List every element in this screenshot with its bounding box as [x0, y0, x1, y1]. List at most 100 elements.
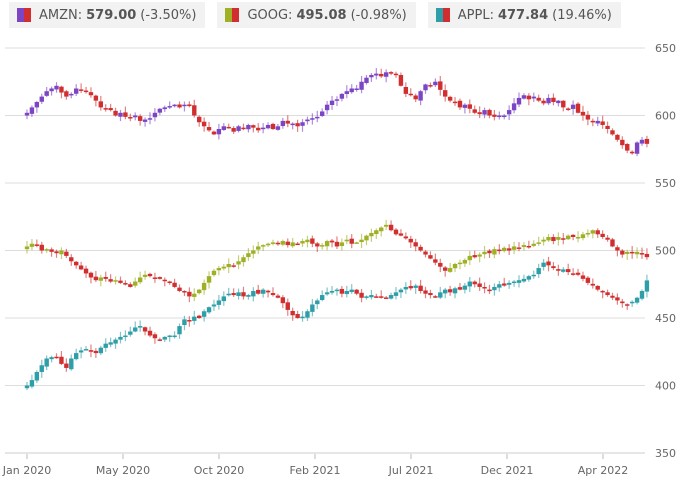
candle-body: [88, 272, 94, 278]
candle: [241, 286, 246, 300]
candle-body: [231, 293, 236, 296]
candle: [398, 72, 404, 87]
candle-body: [221, 296, 226, 302]
candle-body: [620, 301, 625, 304]
candle: [162, 105, 167, 112]
candle-body: [447, 289, 453, 293]
legend-value: 495.08: [296, 7, 347, 23]
candle-body: [197, 116, 202, 123]
candle-body: [285, 120, 290, 124]
candle: [231, 262, 236, 268]
candle: [556, 99, 561, 107]
candle: [103, 104, 108, 112]
candle-body: [629, 151, 635, 154]
candle: [610, 128, 615, 136]
candle-body: [561, 100, 566, 108]
candle: [162, 336, 167, 343]
candle-body: [467, 281, 472, 287]
candle-body: [556, 269, 561, 271]
candle-body: [334, 99, 340, 101]
candle-body: [211, 270, 217, 276]
candle: [531, 240, 536, 248]
candle: [521, 274, 527, 283]
candle-body: [379, 73, 384, 77]
candle-body: [625, 304, 630, 306]
candle-body: [344, 239, 349, 242]
candle: [393, 287, 399, 300]
candle: [546, 233, 551, 242]
candle: [270, 287, 276, 297]
candle: [98, 95, 103, 111]
candle-body: [334, 241, 340, 247]
candle-body: [398, 233, 404, 236]
candle-body: [556, 237, 561, 240]
candle-body: [285, 302, 290, 310]
candle: [64, 89, 69, 100]
candle-body: [108, 279, 113, 282]
candle-body: [241, 127, 246, 130]
candle: [24, 382, 30, 391]
legend-item-goog[interactable]: GOOG: 495.08 (-0.98%): [217, 2, 416, 28]
candle-body: [162, 107, 167, 110]
candle-body: [201, 121, 207, 127]
legend: AMZN: 579.00 (-3.50%) GOOG: 495.08 (-0.9…: [9, 2, 621, 28]
candle: [226, 287, 231, 297]
candle: [59, 247, 64, 260]
candle: [516, 92, 522, 108]
candle: [413, 283, 418, 294]
candle-body: [551, 266, 556, 269]
candle-body: [133, 327, 138, 332]
candle-body: [477, 254, 482, 257]
candle-body: [113, 339, 118, 344]
candle-body: [452, 264, 458, 269]
candle: [383, 69, 389, 83]
candle: [226, 258, 231, 274]
x-tick-label: Oct 2020: [194, 464, 245, 477]
candle: [497, 111, 502, 120]
candle-body: [39, 244, 44, 251]
candle: [418, 279, 423, 294]
candle-body: [443, 90, 448, 97]
candle: [590, 118, 595, 127]
candle: [256, 241, 261, 254]
candle: [561, 233, 566, 245]
candle: [78, 347, 84, 359]
candle: [403, 232, 409, 240]
candle-body: [526, 95, 532, 100]
candle-body: [320, 245, 325, 247]
candle: [580, 231, 586, 241]
candle-body: [108, 108, 113, 111]
candle: [93, 270, 99, 283]
candle: [379, 226, 384, 237]
candle: [201, 117, 207, 132]
candle-body: [605, 292, 610, 296]
candle: [44, 355, 49, 371]
candle: [256, 284, 261, 295]
candle-body: [600, 121, 605, 125]
legend-item-amzn[interactable]: AMZN: 579.00 (-3.50%): [9, 2, 206, 28]
candle-body: [49, 88, 54, 92]
candle-body: [74, 261, 79, 266]
candle: [172, 278, 177, 289]
candle: [211, 268, 217, 277]
candle: [536, 94, 541, 103]
candle: [625, 303, 630, 310]
candle: [24, 240, 30, 254]
candle: [142, 270, 148, 280]
candle: [433, 294, 438, 299]
candle: [187, 287, 192, 303]
candle-body: [364, 77, 369, 84]
candle-body: [506, 248, 512, 251]
candle-body: [133, 281, 138, 286]
legend-item-appl[interactable]: APPL: 477.84 (19.46%): [427, 2, 621, 28]
candle-body: [610, 295, 615, 298]
candle: [570, 268, 576, 276]
candle: [467, 277, 472, 293]
candle-body: [566, 108, 571, 110]
candle: [201, 309, 207, 322]
candle: [93, 94, 99, 107]
candle-body: [64, 91, 69, 97]
candle-body: [192, 316, 197, 321]
candle: [492, 246, 497, 259]
candle: [580, 271, 586, 282]
